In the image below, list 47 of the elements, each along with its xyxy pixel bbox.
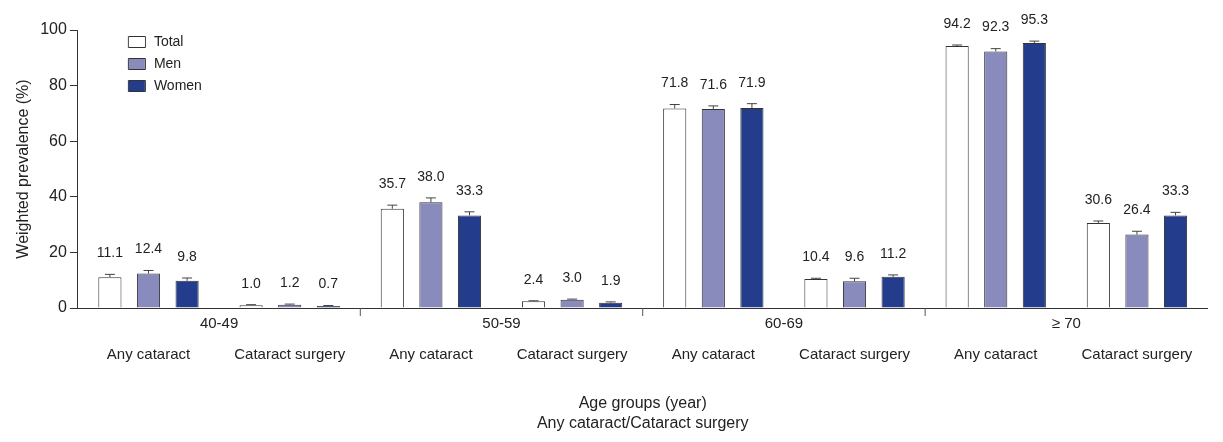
data-label: 94.2	[943, 14, 971, 31]
y-tick-label: 100	[40, 20, 67, 38]
data-label: 9.6	[844, 248, 865, 265]
data-label: 30.6	[1084, 190, 1113, 207]
data-label: 9.8	[177, 247, 198, 264]
legend-label: Women	[153, 76, 202, 93]
legend-label: Total	[153, 32, 184, 49]
x-tick-label: Any cataract	[389, 345, 474, 363]
text: 50-59	[482, 313, 521, 331]
data-label: 71.9	[738, 73, 766, 90]
x-tick-label: Any cataract	[954, 345, 1039, 363]
data-label: 35.7	[378, 175, 407, 191]
data-label: 33.3	[455, 181, 484, 198]
x-tick-label: Cataract surgery	[516, 345, 629, 363]
text: 40-49	[199, 313, 239, 331]
data-label: 12.4	[134, 240, 163, 257]
data-label: 33.3	[1161, 182, 1190, 199]
data-label: 1.9	[600, 271, 621, 288]
data-label: 38.0	[417, 167, 445, 184]
data-label: 1.0	[241, 274, 262, 291]
x-axis-title: Age groups (year) Any cataract/Cataract surgery	[536, 394, 749, 432]
data-label: 92.3	[982, 18, 1010, 35]
data-label: 3.0	[562, 268, 583, 285]
y-tick-label: 60	[49, 131, 67, 149]
x-tick-label: Cataract surgery	[234, 345, 346, 363]
y-tick-label: 40	[49, 187, 67, 205]
x-tick-label: Cataract surgery	[1081, 345, 1193, 363]
y-tick-label: 80	[49, 76, 67, 94]
data-label: 10.4	[802, 248, 830, 265]
data-label: 95.3	[1020, 10, 1049, 27]
data-label: 11.2	[880, 244, 907, 261]
y-tick-label: 0	[57, 298, 67, 316]
data-label: 11.1	[96, 244, 124, 261]
data-label: 26.4	[1123, 201, 1151, 218]
x-tick-label: Any cataract	[106, 345, 192, 363]
y-axis-title: Weighted prevalence (%)	[14, 79, 32, 259]
x-tick-label: Cataract surgery	[799, 345, 911, 363]
legend-label: Men	[153, 54, 182, 71]
data-label: 71.6	[699, 75, 728, 92]
data-label: 71.8	[661, 74, 689, 91]
x-tick-label: Any cataract	[671, 345, 756, 363]
data-label: 0.7	[318, 275, 339, 292]
text: 60-69	[764, 313, 804, 331]
y-tick-label: 20	[49, 242, 67, 260]
data-label: 1.2	[279, 273, 300, 290]
data-label: 2.4	[523, 270, 544, 287]
text: ≥ 70	[1051, 313, 1081, 331]
